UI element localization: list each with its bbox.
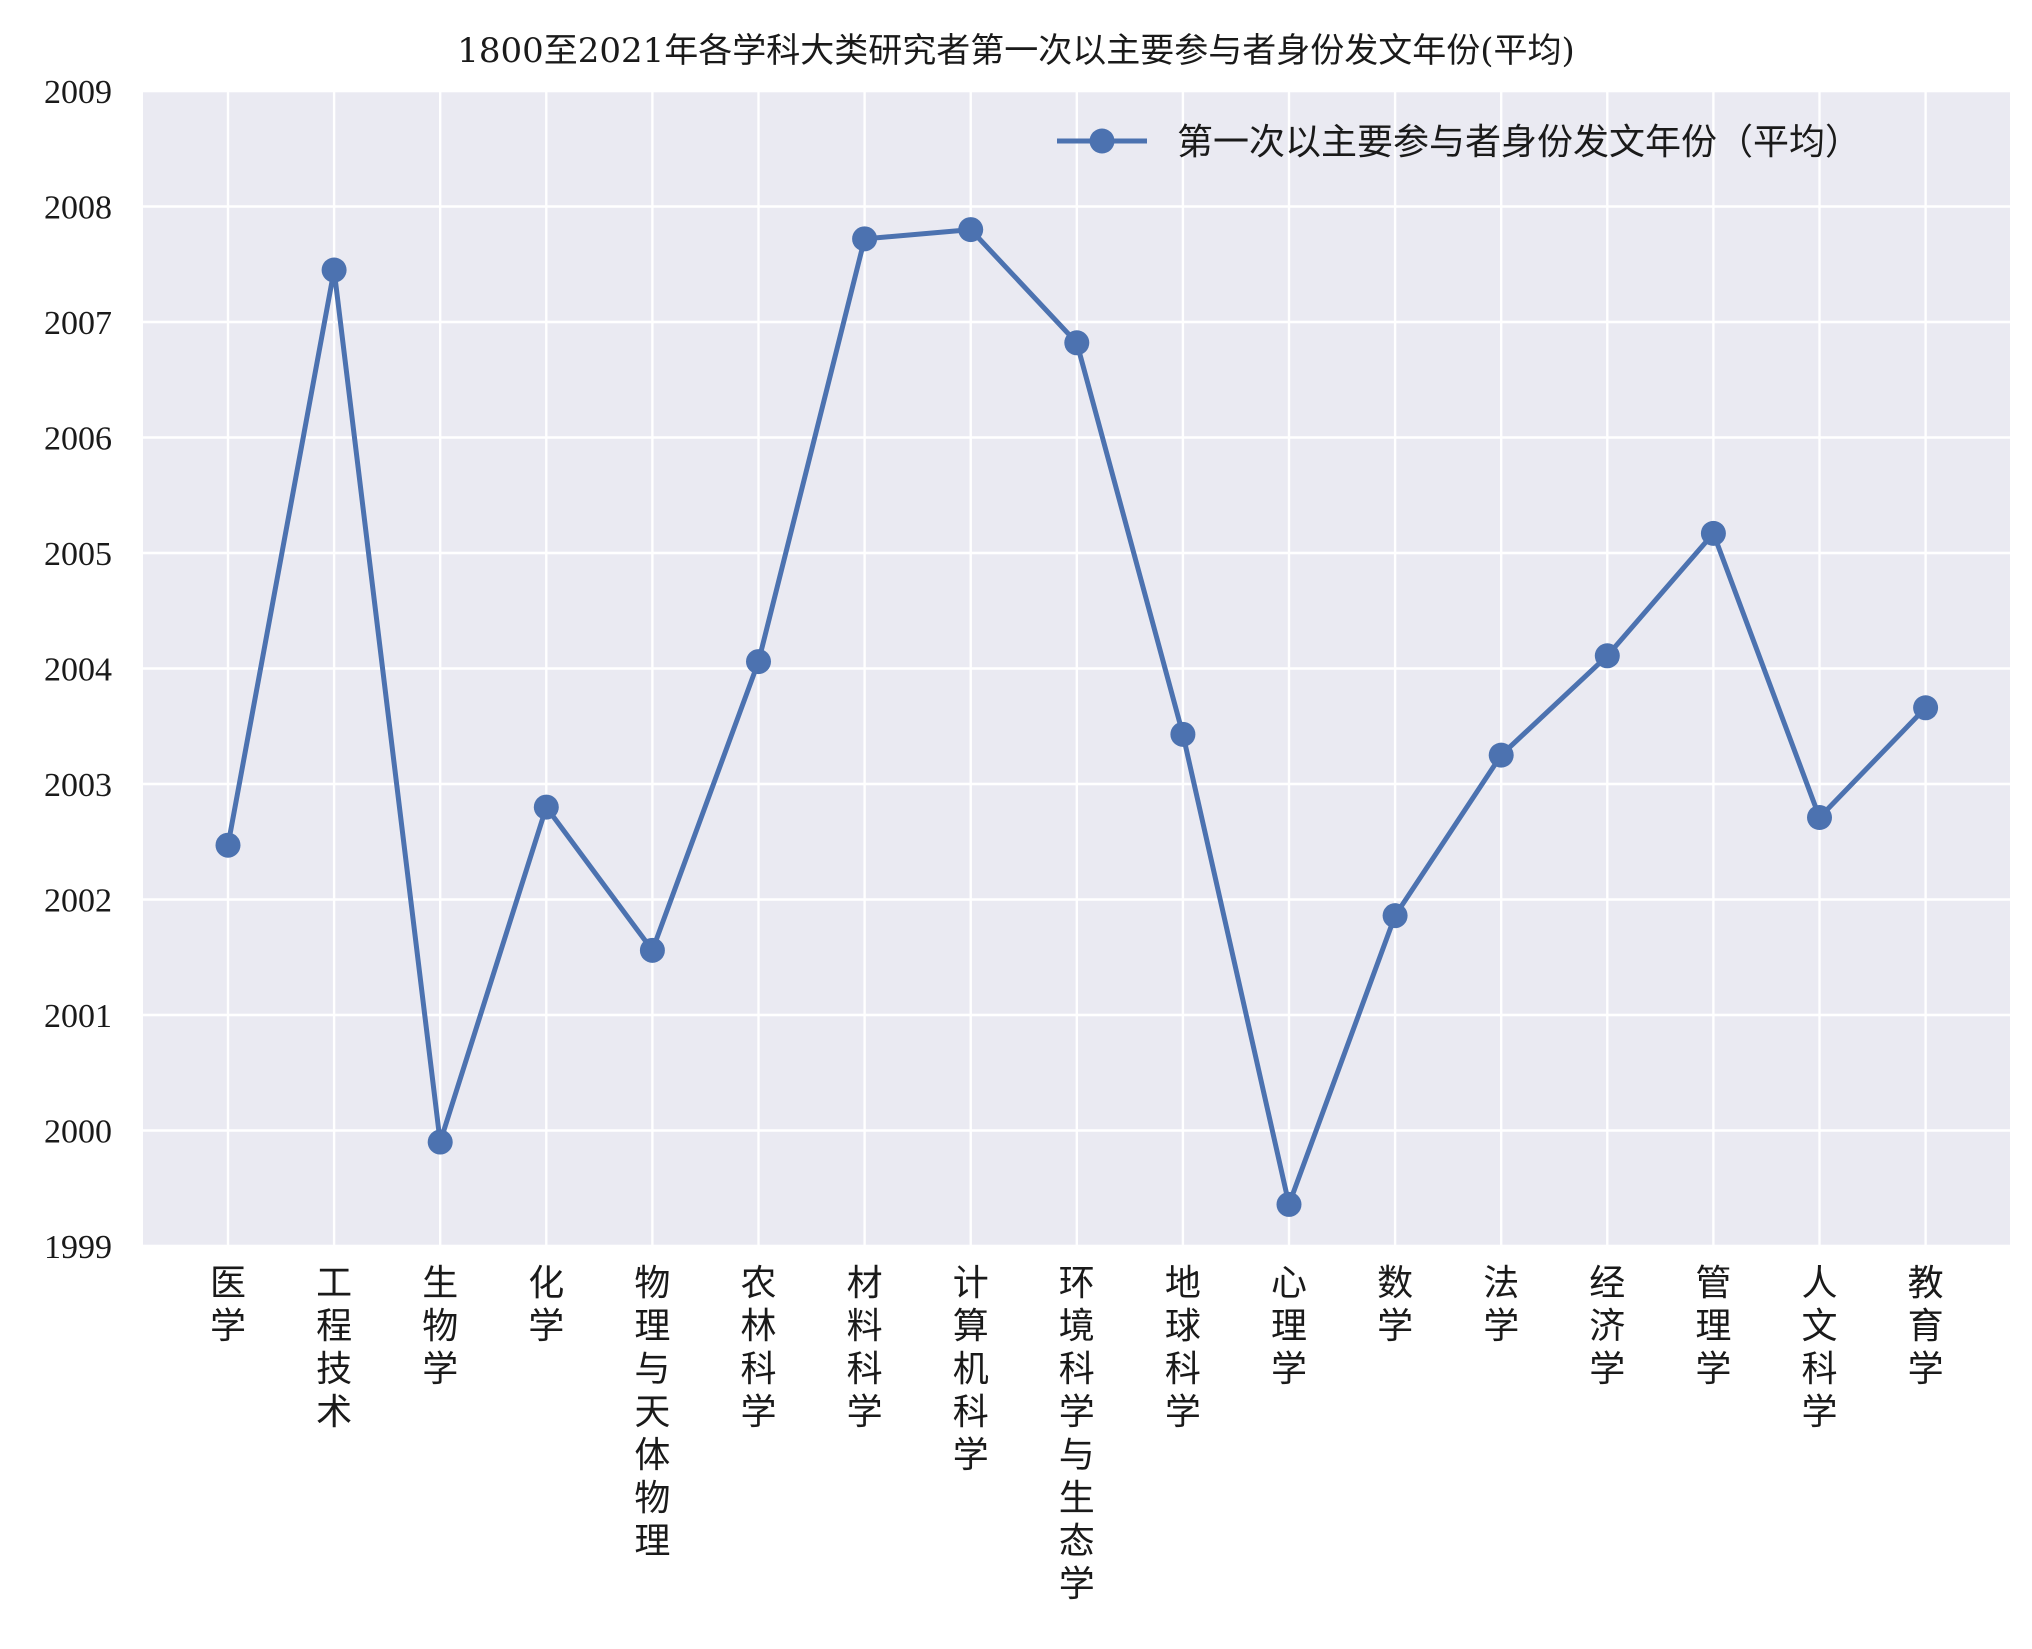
y-tick-label: 2004 xyxy=(44,652,112,689)
data-point xyxy=(321,257,347,283)
data-point xyxy=(852,226,878,252)
data-point xyxy=(1170,721,1196,747)
x-tick-label: 材料科学 xyxy=(847,1263,883,1433)
x-tick-label: 生物学 xyxy=(422,1263,458,1390)
data-point xyxy=(1807,804,1832,830)
legend-marker xyxy=(1089,128,1115,154)
series-layer xyxy=(215,217,1939,1217)
data-point xyxy=(1594,643,1620,669)
x-tick-label: 地球科学 xyxy=(1165,1263,1201,1433)
x-tick-label: 经济学 xyxy=(1589,1263,1625,1390)
data-point xyxy=(1064,330,1090,356)
data-point xyxy=(533,794,559,820)
x-tick-label: 工程技术 xyxy=(316,1263,352,1433)
x-tick-label: 环境科学与生态学 xyxy=(1059,1263,1095,1605)
y-tick-label: 2007 xyxy=(44,305,112,342)
y-tick-label: 2009 xyxy=(44,74,112,111)
chart-title: 1800至2021年各学科大类研究者第一次以主要参与者身份发文年份(平均) xyxy=(457,31,1575,71)
y-tick-label: 2000 xyxy=(44,1114,112,1151)
y-tick-label: 2003 xyxy=(44,767,112,804)
data-point xyxy=(958,217,984,243)
x-tick-label: 数学 xyxy=(1377,1263,1413,1347)
y-tick-label: 1999 xyxy=(44,1229,112,1266)
data-point xyxy=(1276,1191,1302,1217)
data-point xyxy=(215,832,241,858)
data-point xyxy=(1488,742,1514,768)
legend-label: 第一次以主要参与者身份发文年份（平均） xyxy=(1177,122,1861,163)
plot-area xyxy=(143,89,2010,1248)
y-tick-label: 2002 xyxy=(44,883,112,920)
data-point xyxy=(639,937,665,963)
y-tick-label: 2008 xyxy=(44,190,112,227)
y-tick-label: 2001 xyxy=(44,998,112,1035)
data-point xyxy=(1913,695,1939,721)
x-tick-label: 化学 xyxy=(528,1263,564,1347)
data-point xyxy=(746,649,771,675)
y-tick-label: 2006 xyxy=(44,421,112,458)
y-tick-label: 2005 xyxy=(44,536,112,573)
y-axis: 1999 2000 2001 2002 2003 2004 2005 2006 2007 2008… xyxy=(44,74,112,1266)
x-tick-label: 教育学 xyxy=(1908,1263,1944,1390)
x-tick-label: 农林科学 xyxy=(740,1263,776,1433)
data-point xyxy=(1700,520,1726,546)
x-tick-label: 心理学 xyxy=(1271,1263,1307,1390)
data-point xyxy=(427,1129,453,1155)
data-point xyxy=(1382,903,1408,929)
x-axis: 医学 工程技术 生物学 化学 物理与天体物理 农林科学 材料科学 计算机科学 环境科学与生态学 地… xyxy=(210,1263,1944,1605)
legend: 第一次以主要参与者身份发文年份（平均） xyxy=(1057,122,1861,163)
x-tick-label: 法学 xyxy=(1483,1263,1519,1347)
x-tick-label: 医学 xyxy=(210,1263,246,1347)
x-tick-label: 人文科学 xyxy=(1801,1263,1837,1433)
x-tick-label: 物理与天体物理 xyxy=(634,1263,670,1562)
x-tick-label: 管理学 xyxy=(1695,1263,1731,1390)
x-tick-label: 计算机科学 xyxy=(953,1263,989,1476)
